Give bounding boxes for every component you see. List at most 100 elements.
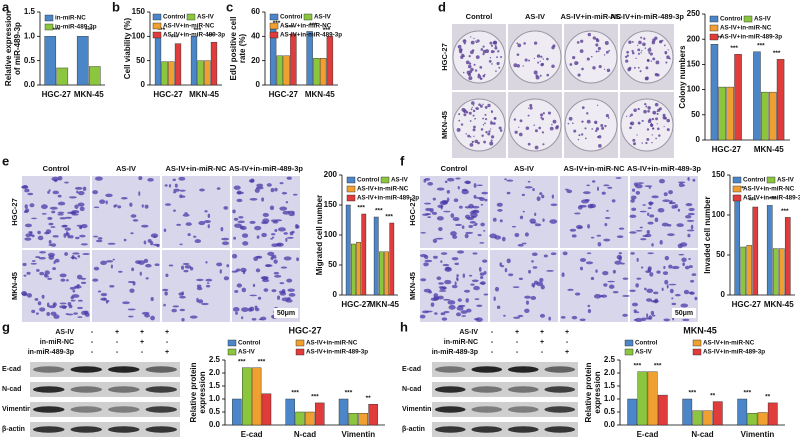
y-tick-label: 50 [136, 56, 145, 65]
cell [68, 196, 77, 199]
colony [598, 64, 602, 69]
cell [258, 318, 263, 321]
colony [637, 52, 640, 55]
legend-label: AS-IV+in-miR-489-3p [357, 195, 419, 202]
cell [596, 186, 600, 191]
band [471, 426, 503, 433]
cell [184, 265, 192, 269]
cell [651, 195, 659, 199]
y-tick-label: 0 [256, 80, 261, 89]
x-tick-label: MKN-45 [369, 300, 399, 309]
cell [420, 231, 427, 234]
x-tick-label: E-cad [241, 430, 263, 439]
cell [649, 214, 655, 218]
cell [597, 241, 602, 247]
cell [255, 186, 264, 190]
cell [461, 189, 469, 195]
x-tick-label: MKN-45 [74, 90, 104, 99]
cell [44, 231, 50, 235]
cell [479, 272, 485, 276]
colony [468, 76, 473, 81]
band [145, 366, 177, 373]
cell [524, 232, 529, 237]
cell [534, 223, 542, 227]
colony [489, 41, 493, 45]
colony [605, 114, 610, 118]
legend-swatch [227, 339, 237, 347]
cell [438, 290, 447, 292]
colony [568, 116, 573, 121]
cell [145, 277, 149, 280]
colony [483, 73, 486, 76]
cell [567, 288, 574, 291]
cell [640, 266, 644, 269]
cell [261, 197, 265, 202]
cell [67, 302, 72, 307]
cell [74, 204, 79, 209]
band [70, 426, 102, 433]
cell [622, 294, 630, 297]
cell [54, 258, 60, 263]
cell [271, 236, 275, 239]
cell [460, 310, 468, 314]
legend-label: AS-IV+in-miR-NC [280, 23, 332, 30]
cell [220, 226, 224, 232]
cell [663, 265, 666, 270]
colony [626, 54, 629, 57]
colony [650, 123, 654, 127]
colony [580, 39, 584, 43]
cell [644, 287, 647, 291]
cell [25, 233, 32, 237]
colony [652, 57, 656, 61]
cell [64, 181, 69, 184]
cell [630, 195, 637, 200]
colony [646, 137, 650, 141]
band [145, 406, 177, 413]
colony [546, 57, 549, 61]
cell [279, 282, 285, 285]
cell [601, 191, 606, 195]
bar [241, 367, 252, 426]
cell [154, 263, 160, 266]
y-tick-label: 100 [687, 85, 701, 94]
bar [154, 36, 162, 86]
cell [614, 260, 622, 265]
legend-swatch [269, 13, 279, 21]
cell [448, 305, 456, 310]
cell [457, 186, 460, 190]
cell [70, 299, 76, 302]
cell [238, 216, 244, 219]
cell [92, 190, 99, 195]
cell [201, 302, 209, 306]
cell [128, 315, 134, 318]
legend-swatch [732, 176, 742, 184]
colony [484, 122, 486, 125]
legend-swatch [186, 13, 196, 21]
cell [436, 187, 445, 191]
colony [567, 122, 570, 125]
colony [663, 44, 666, 47]
colony [603, 54, 606, 56]
cell [232, 209, 236, 214]
colony [605, 50, 609, 54]
colony [490, 50, 495, 54]
cell [71, 209, 80, 214]
cell [242, 270, 246, 275]
cell [648, 186, 651, 189]
dish [564, 98, 618, 152]
cell [648, 201, 653, 206]
colony [591, 128, 594, 130]
cell [471, 279, 479, 283]
cell [477, 233, 482, 237]
cell [631, 188, 636, 192]
colony [606, 68, 611, 73]
y-tick-label: 40 [251, 31, 260, 40]
cell [93, 206, 100, 209]
cell [283, 232, 288, 235]
cell [438, 282, 445, 285]
colony [525, 126, 530, 131]
cell [669, 200, 672, 204]
cell [280, 266, 288, 269]
cell [57, 213, 64, 216]
legend-label: in-miR-489-3p [55, 24, 97, 31]
